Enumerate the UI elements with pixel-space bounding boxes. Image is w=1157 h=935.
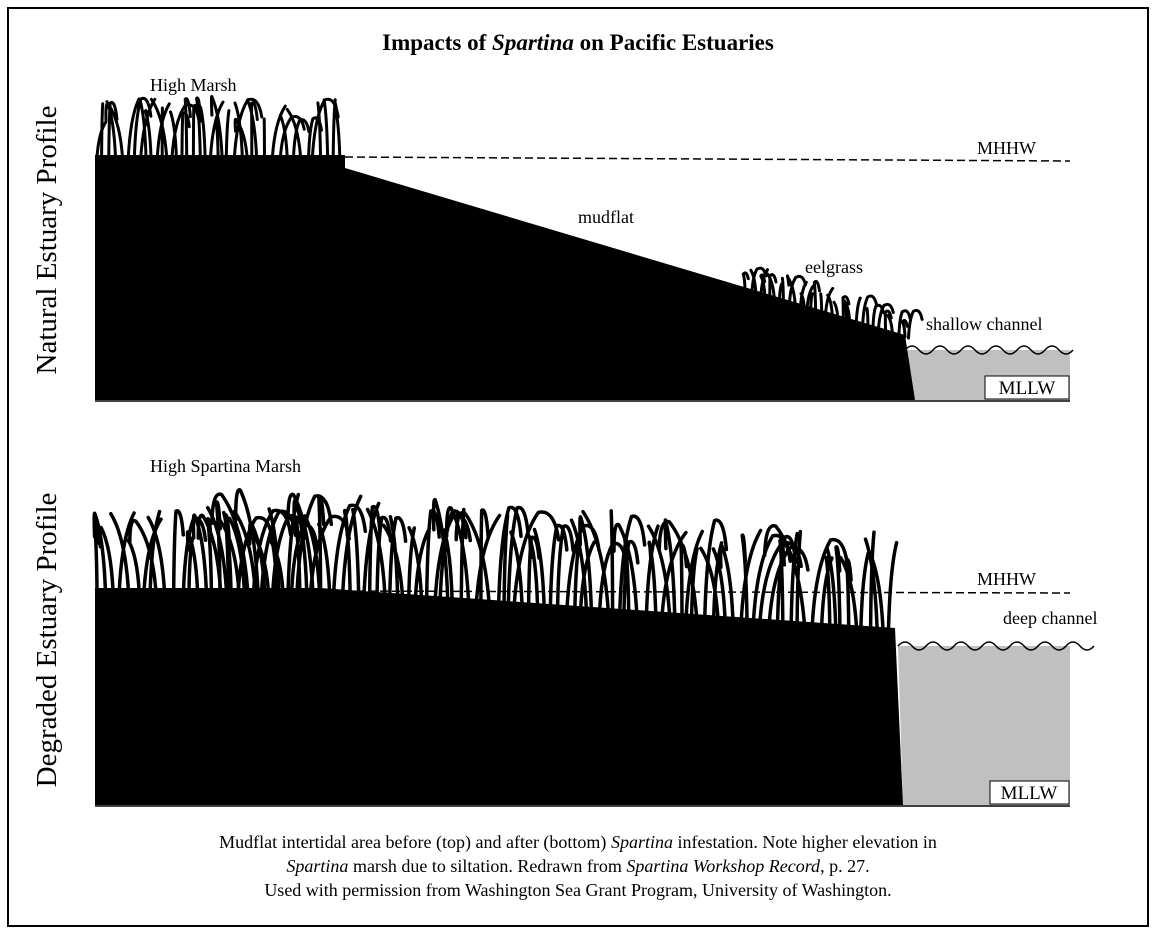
caption-part: marsh due to siltation. Redrawn from <box>348 856 626 876</box>
caption-part: Spartina <box>286 856 348 876</box>
page: {"title": ["Impacts of ", "Spartina", " … <box>0 0 1157 935</box>
caption-line: Mudflat intertidal area before (top) and… <box>219 832 937 853</box>
panel-label: Degraded Estuary Profile <box>31 493 63 788</box>
marsh-label: High Spartina Marsh <box>150 456 301 476</box>
title-part: Spartina <box>492 30 574 55</box>
mhhw-label: MHHW <box>977 569 1036 589</box>
caption-part: Mudflat intertidal area before (top) and… <box>219 832 611 853</box>
eelgrass-label: eelgrass <box>805 257 863 277</box>
caption-line: Spartina marsh due to siltation. Redrawn… <box>286 856 869 876</box>
channel-label: shallow channel <box>926 314 1042 334</box>
caption-part: , p. 27. <box>820 856 870 876</box>
title: Impacts of Spartina on Pacific Estuaries <box>382 30 774 55</box>
caption-part: Used with permission from Washington Sea… <box>264 880 891 900</box>
channel-label: deep channel <box>1003 608 1097 628</box>
title-part: on Pacific Estuaries <box>574 30 774 55</box>
mudflat-label: mudflat <box>578 207 634 227</box>
caption-part: Spartina Workshop Record <box>626 856 821 876</box>
caption-part: infestation. Note higher elevation in <box>673 832 937 852</box>
caption-line: Used with permission from Washington Sea… <box>264 880 891 900</box>
marsh-label: High Marsh <box>150 75 237 95</box>
caption-part: Spartina <box>611 832 673 852</box>
caption: Mudflat intertidal area before (top) and… <box>219 832 937 900</box>
mllw-label: MLLW <box>999 378 1056 399</box>
title-part: Impacts of <box>382 30 492 55</box>
panel-label: Natural Estuary Profile <box>31 106 63 375</box>
mllw-label: MLLW <box>1001 783 1058 804</box>
figure: Impacts of Spartina on Pacific Estuaries… <box>0 0 1157 935</box>
mhhw-label: MHHW <box>977 138 1036 158</box>
